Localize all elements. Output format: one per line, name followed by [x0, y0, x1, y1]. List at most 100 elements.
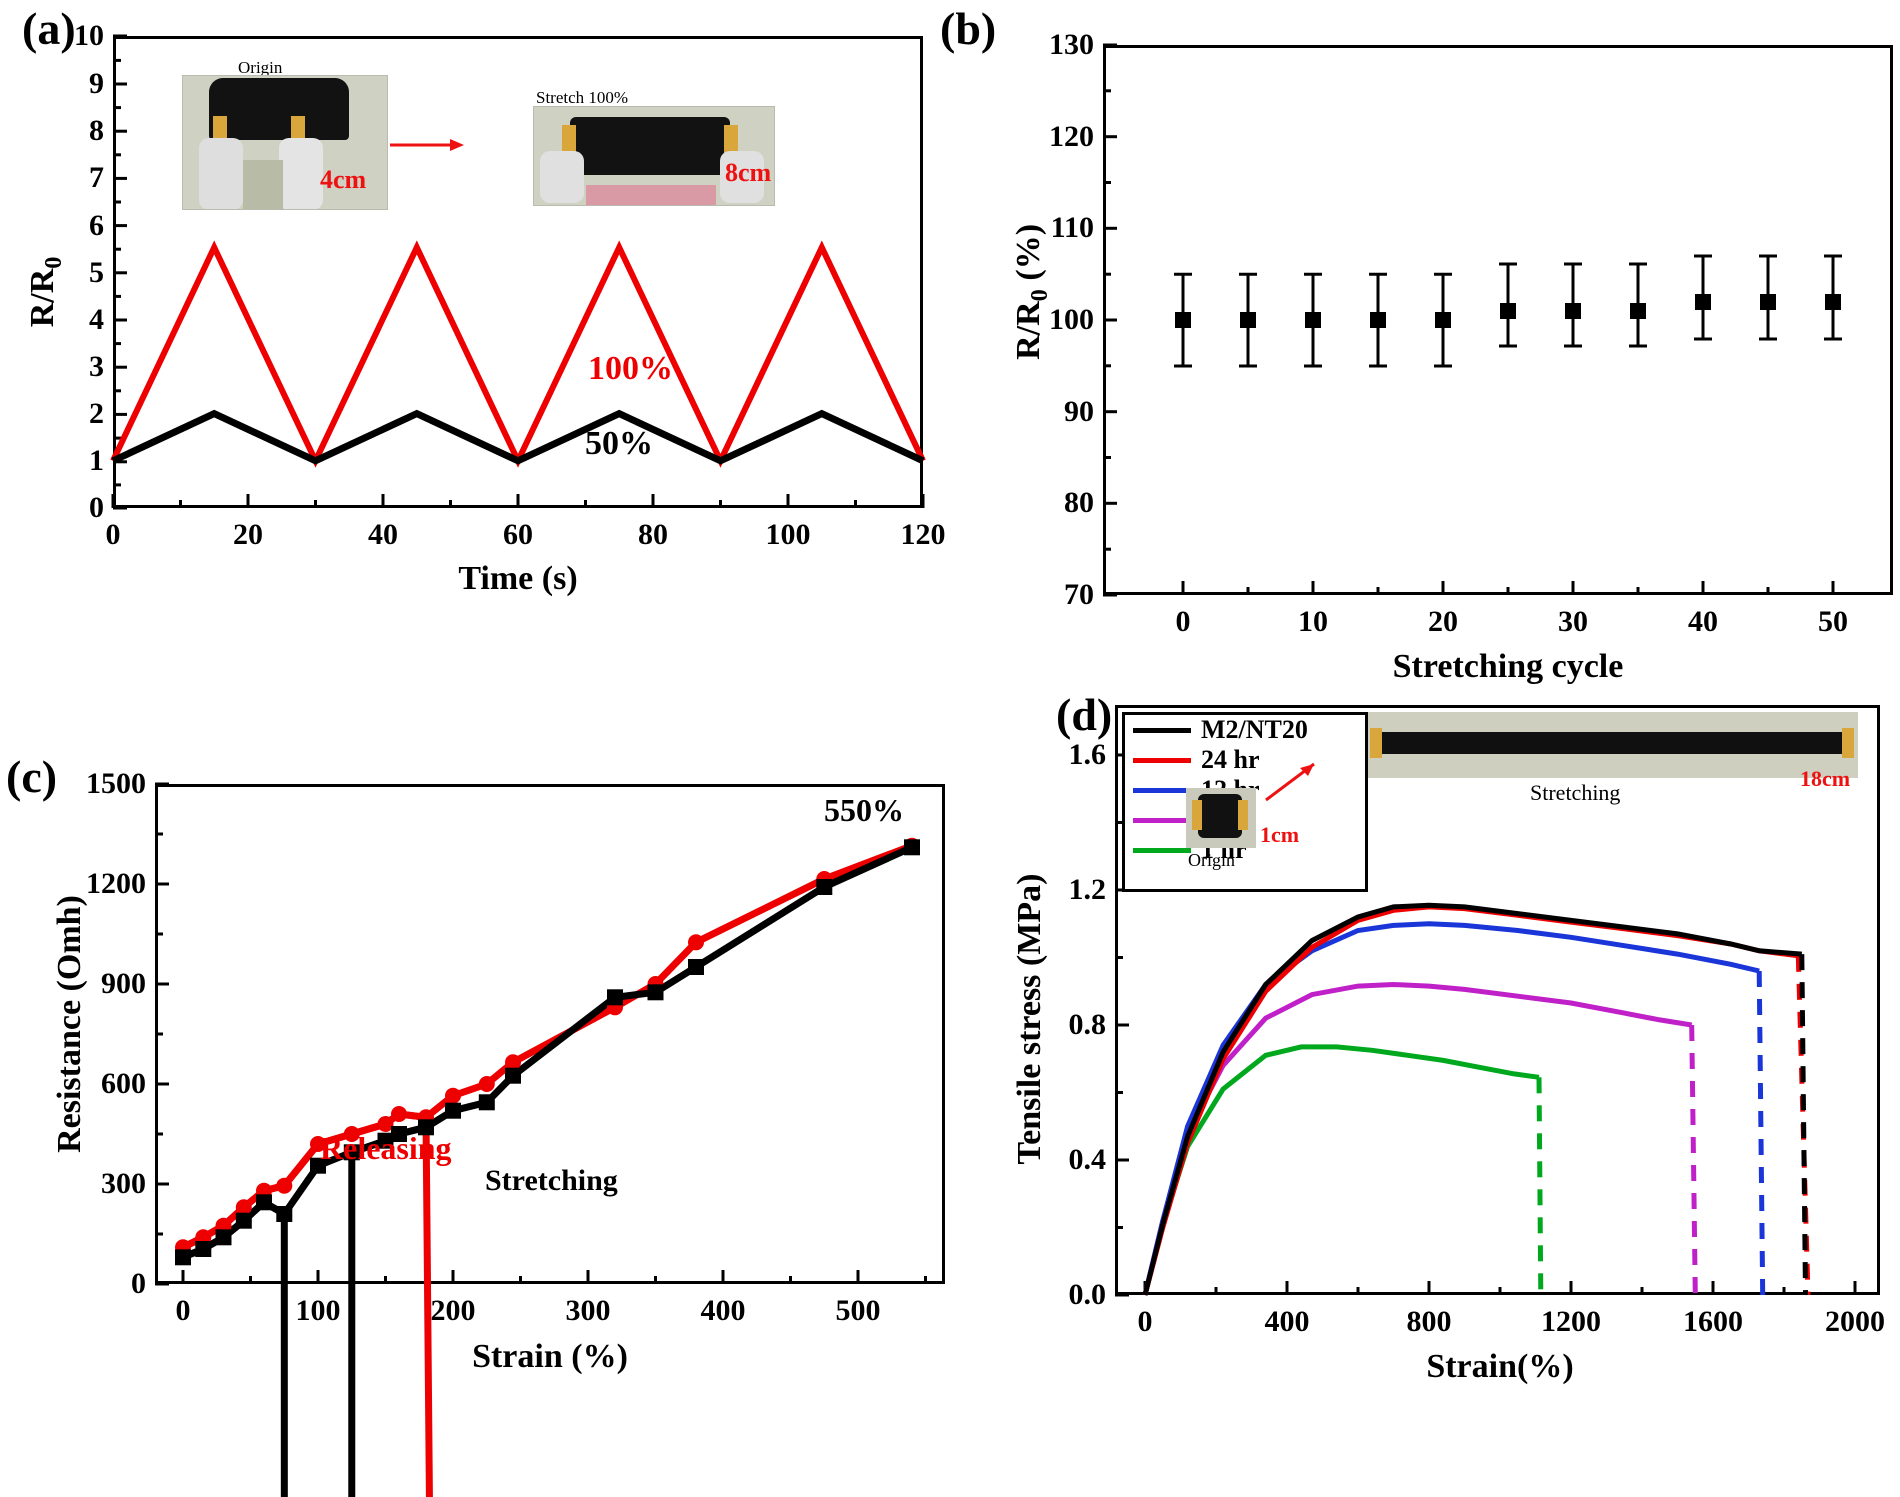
panel-a-ytick: 9 [89, 67, 104, 100]
panel-a-ytick: 5 [89, 256, 104, 289]
legend-item-1[interactable]: 24 hr [1125, 745, 1365, 775]
panel-a-series-100 [110, 240, 926, 468]
panel-b-xlabel: Stretching cycle [1392, 648, 1624, 685]
panel-c-xtick: 400 [700, 1294, 746, 1327]
legend-item-0[interactable]: M2/NT20 [1125, 715, 1365, 745]
panel-c-xtick: 200 [430, 1294, 476, 1327]
panel-c-label: (c) [6, 751, 58, 802]
panel-d-xtick: 1200 [1541, 1305, 1601, 1338]
panel-b-plot-frame [1103, 45, 1893, 595]
panel-c-xtick: 0 [175, 1294, 191, 1327]
panel-a-inset-right-photo [533, 106, 775, 206]
panel-b-markers [1175, 294, 1841, 328]
panel-c-xtick: 500 [835, 1294, 881, 1327]
panel-a-ytick: 10 [74, 19, 104, 52]
panel-c-svg [155, 782, 927, 1497]
panel-d-series-12hr [1142, 921, 1760, 1296]
panel-c-plot-frame [155, 784, 945, 1284]
legend-swatch-24hr [1133, 757, 1191, 763]
panel-c-ytick: 900 [101, 967, 146, 1000]
panel-c-ytick: 1200 [86, 867, 146, 900]
panel-c-annotation-max: 550% [824, 792, 904, 828]
panel-a-ytick: 4 [89, 303, 104, 336]
panel-d-label: (d) [1056, 689, 1113, 740]
panel-a: (a) R/R0 [0, 0, 950, 620]
panel-c-ytick: 0 [131, 1267, 146, 1300]
panel-a-xtick: 60 [503, 518, 533, 551]
panel-a-xlabel: Time (s) [458, 560, 578, 597]
panel-d-inset-origin-caption: Origin [1188, 850, 1235, 870]
panel-d-inset-stretch-measure: 18cm [1800, 766, 1851, 791]
panel-a-ytick: 1 [89, 444, 104, 477]
panel-d-xtick: 2000 [1825, 1305, 1885, 1338]
panel-a-inset-left-photo [182, 75, 388, 210]
panel-c-annotation-stretching: Stretching [485, 1164, 618, 1197]
panel-a-inset-arrow-svg [390, 139, 464, 151]
panel-d-xtick: 400 [1264, 1305, 1310, 1338]
panel-d: (d) Tensile stress (MPa) [950, 689, 1900, 1497]
panel-b-ytick: 100 [1049, 303, 1094, 336]
panel-d-ytick: 0.0 [1068, 1278, 1107, 1311]
panel-b-xtick: 40 [1688, 605, 1718, 638]
panel-d-ytick: 1.2 [1068, 873, 1107, 906]
panel-c-ytick: 600 [101, 1067, 146, 1100]
panel-d-break-12hr [1756, 970, 1766, 1296]
panel-d-inset-arrow-svg [1265, 762, 1315, 802]
panel-d-break-m2nt20 [1799, 954, 1808, 1296]
panel-a-ytick: 3 [89, 350, 104, 383]
panel-a-ytick: 8 [89, 114, 104, 147]
panel-a-xtick: 20 [233, 518, 263, 551]
panel-a-inset-left-measure: 4cm [320, 165, 367, 194]
panel-a-inset-left-caption: Origin [238, 58, 283, 77]
panel-b-xtick: 10 [1298, 605, 1328, 638]
panel-d-inset-stretch-photo [1368, 712, 1858, 778]
legend-swatch-1hr [1133, 847, 1191, 853]
panel-d-series-m2nt20 [1142, 902, 1802, 1296]
panel-c-xlabel: Strain (%) [472, 1338, 628, 1375]
panel-b-ytick: 120 [1049, 120, 1094, 153]
panel-d-svg [1115, 753, 1857, 1297]
panel-a-annotation-50: 50% [585, 425, 653, 462]
panel-a-xtick: 40 [368, 518, 398, 551]
panel-b-xtick: 30 [1558, 605, 1588, 638]
panel-d-xtick: 1600 [1683, 1305, 1743, 1338]
panel-a-xtick: 0 [105, 518, 121, 551]
panel-c-ytick: 1500 [86, 767, 146, 800]
panel-d-inset-origin-measure: 1cm [1260, 822, 1300, 847]
panel-a-ytick: 6 [89, 209, 104, 242]
panel-d-ytick: 0.4 [1068, 1143, 1107, 1176]
panel-c-ytick: 300 [101, 1167, 146, 1200]
panel-b-ytick: 80 [1064, 486, 1094, 519]
panel-b-xtick: 20 [1428, 605, 1458, 638]
panel-a-ytick: 2 [89, 397, 104, 430]
legend-swatch-m2nt20 [1133, 727, 1191, 733]
panel-c: (c) Resistance (Omh) [0, 751, 950, 1497]
panel-d-xtick: 0 [1137, 1305, 1153, 1338]
panel-c-xtick: 100 [295, 1294, 341, 1327]
panel-a-xtick: 100 [765, 518, 811, 551]
panel-d-break-1hr [1536, 1077, 1544, 1296]
panel-a-inset-right-measure: 8cm [725, 158, 772, 187]
legend-swatch-8hr [1133, 817, 1191, 823]
panel-d-ytick: 1.6 [1068, 738, 1107, 771]
panel-a-ytick: 7 [89, 161, 104, 194]
panel-a-svg [110, 34, 926, 510]
panel-b-xtick: 0 [1175, 605, 1191, 638]
panel-a-label: (a) [22, 3, 76, 54]
panel-d-inset-stretch-caption: Stretching [1530, 780, 1621, 805]
panel-b-svg [1103, 43, 1842, 597]
panel-b-ytick: 110 [1050, 211, 1094, 244]
panel-d-ytick: 0.8 [1068, 1008, 1107, 1041]
panel-a-annotation-100: 100% [588, 350, 673, 387]
panel-b-label: (b) [940, 3, 997, 54]
panel-a-xtick: 120 [900, 518, 946, 551]
panel-a-series-50 [111, 409, 925, 465]
panel-d-xtick: 800 [1406, 1305, 1452, 1338]
panel-a-inset-right-caption: Stretch 100% [536, 88, 629, 107]
panel-b-xtick: 50 [1818, 605, 1848, 638]
legend-label-0: M2/NT20 [1201, 715, 1308, 744]
panel-a-ytick: 0 [89, 491, 104, 524]
panel-d-break-8hr [1689, 1024, 1698, 1296]
panel-b: (b) R/R0 (%) [940, 0, 1900, 685]
panel-b-ytick: 90 [1064, 395, 1094, 428]
